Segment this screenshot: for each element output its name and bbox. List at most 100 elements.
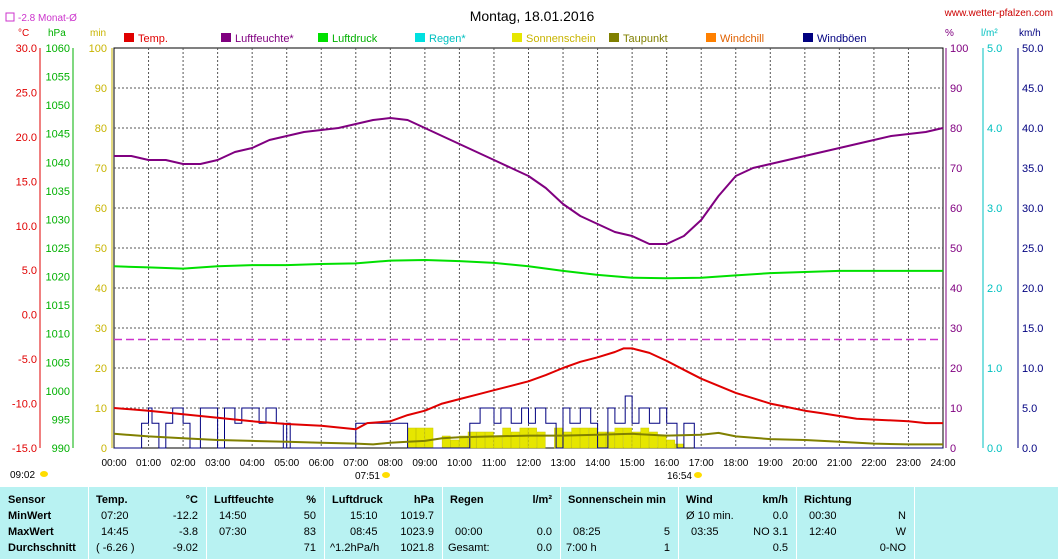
pressure-tick-label: 1020 (46, 272, 70, 284)
stats-cell: NO 3.1 (753, 526, 788, 538)
x-tick-label: 06:00 (309, 458, 334, 469)
unit-pressure: hPa (48, 28, 66, 39)
humidity-tick-label: 10 (950, 403, 962, 415)
wind-tick-label: 10.0 (1022, 363, 1043, 375)
legend-swatch (609, 33, 619, 42)
stats-divider (560, 487, 561, 559)
stats-cell: 1021.8 (400, 542, 434, 554)
series-layer (113, 117, 944, 449)
humidity-tick-label: 40 (950, 283, 962, 295)
stats-cell: 0.0 (772, 510, 788, 522)
stats-header-pressure-unit: hPa (413, 494, 434, 506)
wind-tick-label: 0.0 (1022, 443, 1037, 455)
stats-header-temp: Temp. (96, 494, 128, 506)
stats-header-wind: Wind (686, 494, 713, 506)
humidity-line (114, 117, 944, 245)
temperature-line (113, 347, 943, 431)
sunshine-bar (640, 427, 650, 449)
sun-icon-left (40, 471, 48, 477)
stats-header-rain: Regen (450, 494, 484, 506)
x-tick-label: 08:00 (378, 458, 403, 469)
grid (113, 47, 944, 449)
humidity-tick-label: 80 (950, 123, 962, 135)
stats-divider (796, 487, 797, 559)
stats-cell: ( -6.26 ) (96, 542, 135, 554)
dewpoint-line (113, 431, 943, 446)
pressure-tick-label: 1035 (46, 186, 70, 198)
temp-tick-label: 20.0 (16, 132, 37, 144)
legend-label: Sonnenschein (526, 33, 596, 45)
axes: 00:00 01:00 02:00 03:00 04:00 05:00 06:00 07:00… (12, 43, 1044, 469)
legend: Temp. Luftfeuchte* Luftdruck Regen* Sonnensc… (124, 33, 867, 45)
stats-divider (914, 487, 915, 559)
stats-cell: 14:45 (101, 526, 129, 538)
sunshine-bar (623, 427, 632, 449)
temp-tick-label: -15.0 (12, 443, 37, 455)
temp-tick-label: 30.0 (16, 43, 37, 55)
sunshine-bar (588, 427, 598, 449)
pressure-tick-label: 1060 (46, 43, 70, 55)
stats-cell: -3.8 (179, 526, 198, 538)
temp-tick-label: 10.0 (16, 221, 37, 233)
x-tick-label: 17:00 (689, 458, 714, 469)
stats-cell: 14:50 (219, 510, 247, 522)
sunrise-time: 07:51 (355, 471, 380, 482)
rain-tick-label: 1.0 (987, 363, 1002, 375)
month-avg-label: -2.8 Monat-Ø (18, 13, 77, 24)
pressure-tick-label: 1010 (46, 329, 70, 341)
stats-cell: 83 (303, 526, 316, 538)
wind-tick-label: 20.0 (1022, 283, 1043, 295)
x-tick-label: 13:00 (551, 458, 576, 469)
legend-label: Windchill (720, 33, 764, 45)
stats-cell: 00:30 (809, 510, 837, 522)
stats-cell: 1 (663, 542, 670, 554)
stats-header-direction: Richtung (804, 494, 852, 506)
minutes-tick-label: 20 (95, 363, 107, 375)
x-tick-label: 21:00 (827, 458, 852, 469)
wind-tick-label: 40.0 (1022, 123, 1043, 135)
x-tick-label: 03:00 (205, 458, 230, 469)
sunshine-bar (614, 427, 624, 449)
sunshine-bar (510, 431, 520, 449)
stats-cell: 08:25 (573, 526, 601, 538)
unit-rain: l/m² (981, 28, 998, 39)
stats-cell: 07:30 (219, 526, 247, 538)
sunshine-bar (502, 427, 511, 449)
unit-temp: °C (18, 28, 29, 39)
stats-cell: 1019.7 (400, 510, 434, 522)
temp-tick-label: 15.0 (16, 176, 37, 188)
unit-humidity: % (945, 28, 954, 39)
sunset-time: 16:54 (667, 471, 692, 482)
minutes-tick-label: 70 (95, 163, 107, 175)
stats-cell: 5 (663, 526, 670, 538)
minutes-tick-label: 50 (95, 243, 107, 255)
sunshine-bar (467, 431, 477, 449)
unit-wind: km/h (1019, 28, 1041, 39)
minutes-tick-label: 10 (95, 403, 107, 415)
pressure-line (113, 259, 943, 280)
humidity-tick-label: 70 (950, 163, 962, 175)
stats-cell: 0.0 (536, 542, 552, 554)
humidity-tick-label: 100 (950, 43, 968, 55)
stats-divider (206, 487, 207, 559)
x-tick-label: 19:00 (758, 458, 783, 469)
stats-cell: 50 (303, 510, 316, 522)
stats-cell: 1023.9 (400, 526, 434, 538)
x-tick-label: 14:00 (585, 458, 610, 469)
temp-tick-label: 0.0 (22, 310, 37, 322)
wind-tick-label: 5.0 (1022, 403, 1037, 415)
stats-divider (442, 487, 443, 559)
x-tick-label: 07:00 (343, 458, 368, 469)
rain-tick-label: 2.0 (987, 283, 1002, 295)
temp-tick-label: -5.0 (18, 354, 37, 366)
humidity-tick-label: 30 (950, 323, 962, 335)
sunshine-bar (450, 439, 460, 449)
x-tick-label: 09:00 (412, 458, 437, 469)
temp-tick-label: -10.0 (12, 399, 37, 411)
sunshine-bar (649, 431, 658, 449)
sunrise-icon (382, 472, 390, 478)
humidity-tick-label: 0 (950, 443, 956, 455)
x-tick-label: 24:00 (930, 458, 955, 469)
wind-tick-label: 25.0 (1022, 243, 1043, 255)
stats-divider (88, 487, 89, 559)
